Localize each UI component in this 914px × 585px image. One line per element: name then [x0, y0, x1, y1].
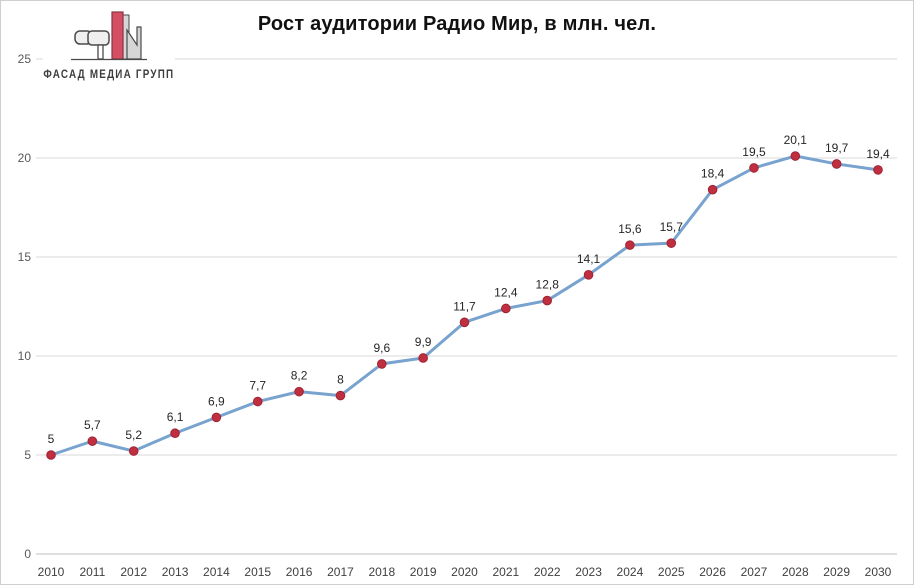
x-tick-2017: 2017 [327, 565, 354, 579]
x-tick-2010: 2010 [38, 565, 65, 579]
data-point-2010 [46, 450, 56, 460]
logo-red-bar [111, 11, 124, 60]
data-label-2012: 5,2 [125, 428, 142, 442]
x-tick-2020: 2020 [451, 565, 478, 579]
data-point-2013 [170, 428, 180, 439]
data-label-2024: 15,6 [618, 222, 642, 236]
y-tick-15: 15 [18, 250, 32, 264]
y-tick-5: 5 [24, 448, 31, 462]
data-label-2015: 7,7 [249, 379, 266, 393]
data-label-2017: 8 [337, 373, 344, 387]
x-tick-2018: 2018 [368, 565, 395, 579]
data-label-2029: 19,7 [825, 141, 849, 155]
data-point-2029 [831, 159, 842, 169]
x-tick-2011: 2011 [79, 565, 105, 579]
data-label-2025: 15,7 [660, 220, 684, 234]
x-tick-2026: 2026 [699, 565, 726, 579]
data-label-2022: 12,8 [536, 278, 560, 292]
data-point-2019 [418, 353, 428, 363]
x-tick-2019: 2019 [410, 565, 437, 579]
data-point-2023 [583, 270, 594, 280]
data-point-2018 [377, 359, 387, 369]
data-point-2015 [252, 396, 263, 407]
logo-stem [97, 44, 104, 60]
logo-mark-icon [71, 11, 147, 61]
x-tick-2027: 2027 [741, 565, 768, 579]
data-label-2010: 5 [48, 432, 55, 446]
x-tick-2024: 2024 [617, 565, 644, 579]
data-label-2030: 19,4 [866, 147, 890, 161]
data-point-2012 [128, 446, 139, 456]
x-tick-2016: 2016 [286, 565, 313, 579]
x-tick-2029: 2029 [823, 565, 850, 579]
data-point-2020 [459, 317, 470, 328]
data-point-2030 [873, 165, 883, 175]
data-point-2014 [211, 412, 222, 423]
data-point-2027 [749, 163, 759, 173]
x-tick-2028: 2028 [782, 565, 809, 579]
data-point-2017 [335, 390, 346, 401]
x-tick-2022: 2022 [534, 565, 561, 579]
data-label-2016: 8,2 [291, 369, 308, 383]
data-point-2026 [707, 184, 718, 195]
x-tick-2021: 2021 [492, 565, 519, 579]
y-tick-25: 25 [18, 52, 32, 66]
data-point-2016 [294, 386, 304, 397]
y-tick-10: 10 [18, 349, 32, 363]
data-point-2028 [790, 151, 801, 161]
data-label-2014: 6,9 [208, 394, 225, 408]
data-label-2019: 9,9 [415, 335, 432, 349]
x-tick-2013: 2013 [162, 565, 189, 579]
company-logo: ФАСАД МЕДИА ГРУПП [43, 5, 175, 95]
data-label-2027: 19,5 [742, 145, 766, 159]
x-tick-2012: 2012 [120, 565, 147, 579]
x-tick-2014: 2014 [203, 565, 230, 579]
data-label-2026: 18,4 [701, 167, 725, 181]
data-label-2020: 11,7 [453, 299, 476, 313]
logo-pill-right [87, 30, 110, 46]
data-label-2023: 14,1 [577, 252, 601, 266]
y-tick-20: 20 [18, 151, 32, 165]
data-point-2021 [501, 303, 511, 314]
data-label-2011: 5,7 [84, 418, 101, 432]
y-tick-0: 0 [24, 547, 31, 561]
data-label-2018: 9,6 [373, 341, 390, 355]
x-tick-2023: 2023 [575, 565, 602, 579]
data-label-2028: 20,1 [784, 133, 808, 147]
logo-text: ФАСАД МЕДИА ГРУПП [43, 67, 175, 81]
chart-title: Рост аудитории Радио Мир, в млн. чел. [257, 13, 657, 35]
data-point-2022 [542, 295, 553, 306]
data-point-2011 [87, 436, 98, 446]
data-label-2021: 12,4 [494, 285, 518, 299]
x-tick-2025: 2025 [658, 565, 685, 579]
data-label-2013: 6,1 [167, 410, 184, 424]
data-point-2024 [625, 240, 635, 250]
x-tick-2015: 2015 [244, 565, 271, 579]
x-tick-2030: 2030 [865, 565, 892, 579]
data-point-2025 [666, 238, 677, 248]
